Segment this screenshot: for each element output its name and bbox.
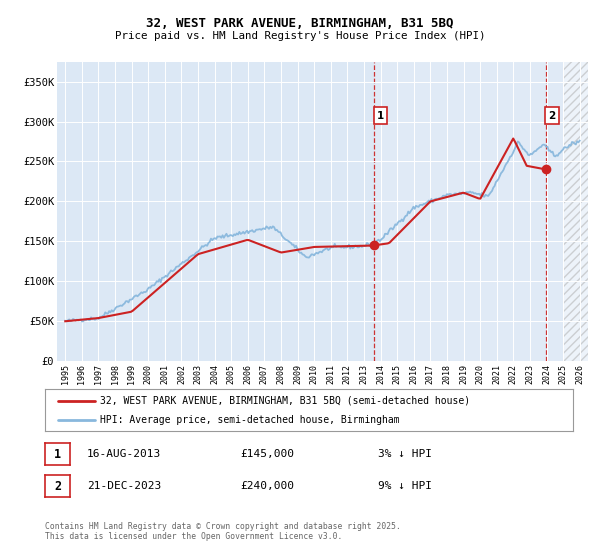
Text: 32, WEST PARK AVENUE, BIRMINGHAM, B31 5BQ (semi-detached house): 32, WEST PARK AVENUE, BIRMINGHAM, B31 5B… [100,395,470,405]
Text: Contains HM Land Registry data © Crown copyright and database right 2025.
This d: Contains HM Land Registry data © Crown c… [45,522,401,542]
Text: HPI: Average price, semi-detached house, Birmingham: HPI: Average price, semi-detached house,… [100,415,400,425]
Text: 1: 1 [54,447,61,461]
Text: 16-AUG-2013: 16-AUG-2013 [87,449,161,459]
Text: 2: 2 [548,110,556,120]
Text: 9% ↓ HPI: 9% ↓ HPI [378,481,432,491]
Text: £145,000: £145,000 [240,449,294,459]
Text: £240,000: £240,000 [240,481,294,491]
Bar [563,62,588,361]
Text: 21-DEC-2023: 21-DEC-2023 [87,481,161,491]
Text: 2: 2 [54,479,61,493]
Text: Price paid vs. HM Land Registry's House Price Index (HPI): Price paid vs. HM Land Registry's House … [115,31,485,41]
Text: 1: 1 [377,110,384,120]
Text: 32, WEST PARK AVENUE, BIRMINGHAM, B31 5BQ: 32, WEST PARK AVENUE, BIRMINGHAM, B31 5B… [146,17,454,30]
Text: 3% ↓ HPI: 3% ↓ HPI [378,449,432,459]
Bar [374,62,563,361]
